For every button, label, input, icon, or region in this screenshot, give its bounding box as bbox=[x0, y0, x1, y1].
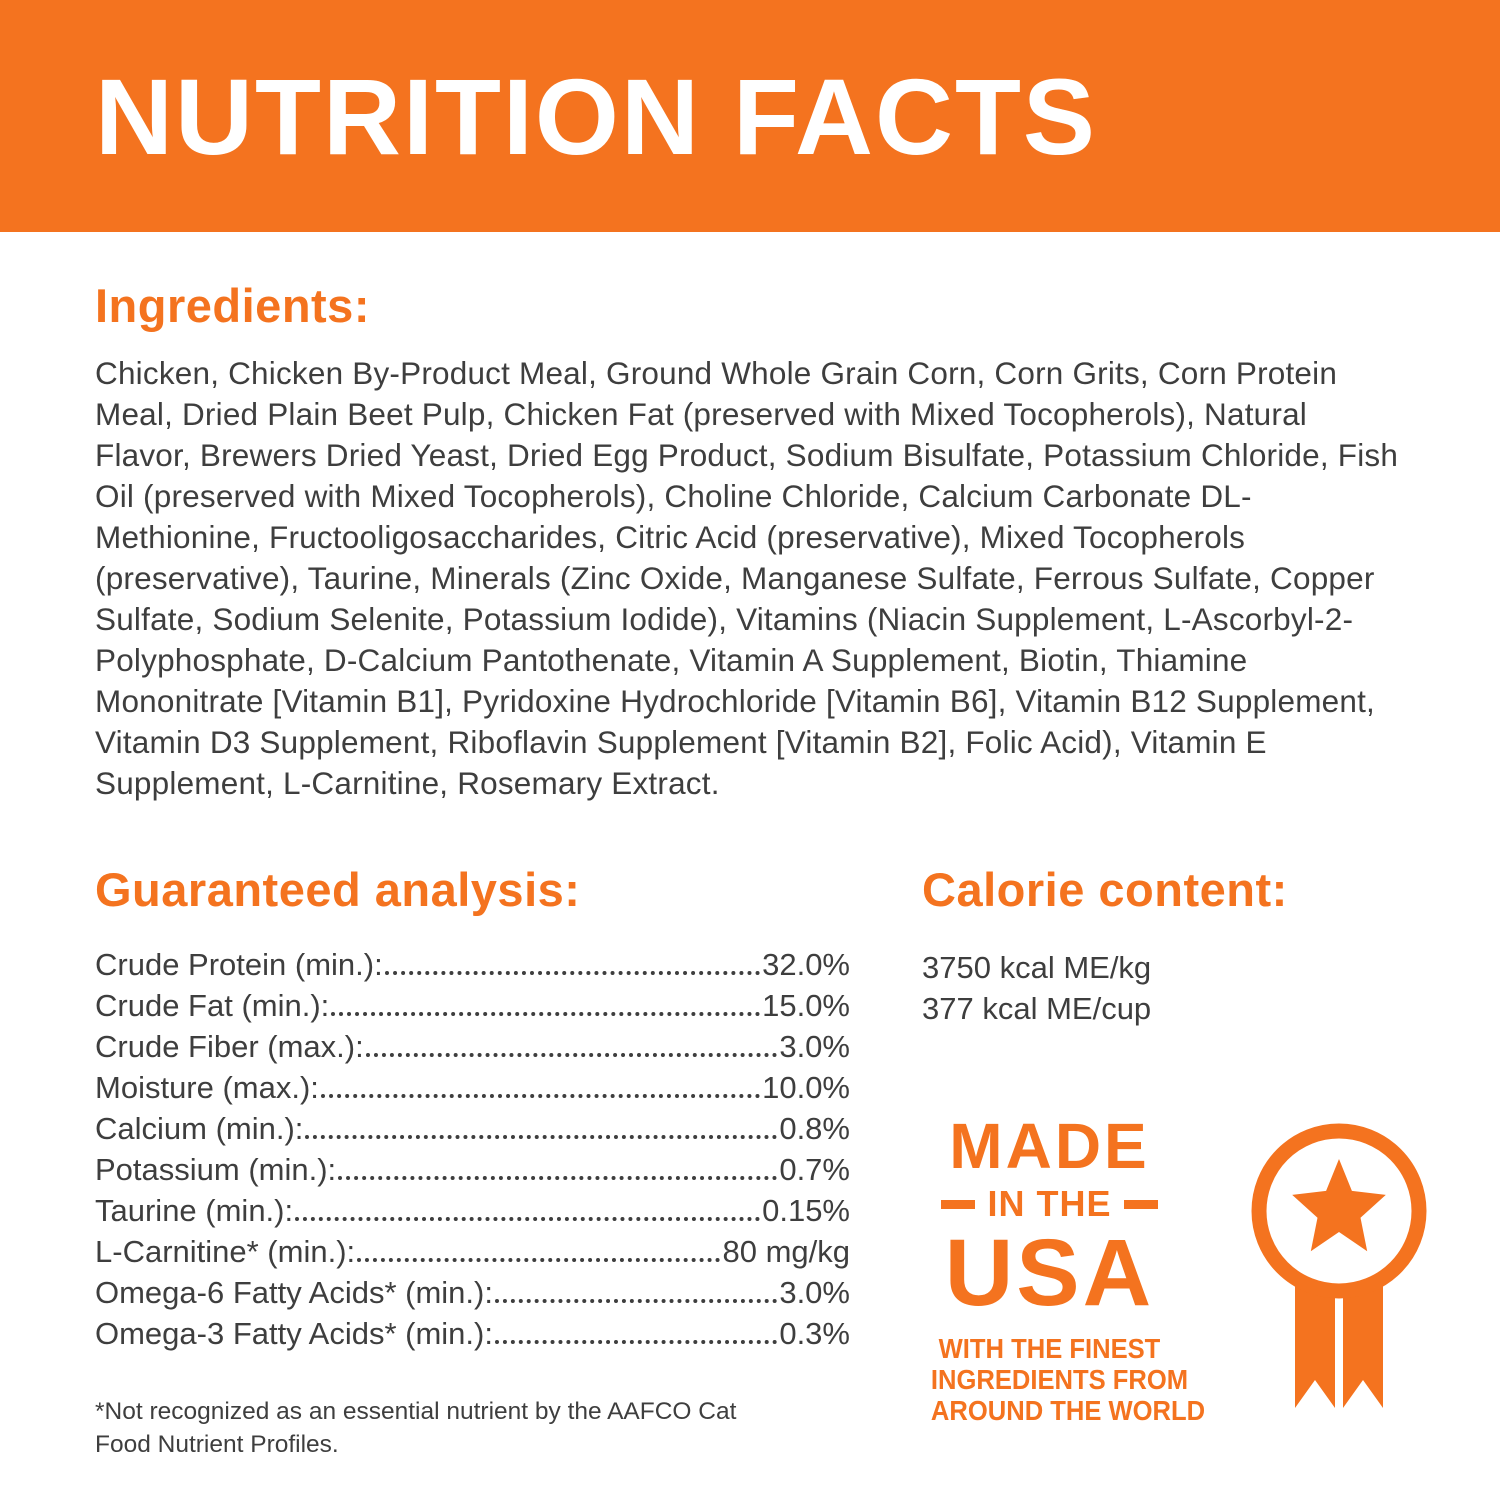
guaranteed-analysis-section: Guaranteed analysis: Crude Protein (min.… bbox=[95, 862, 850, 1486]
award-ribbon-icon bbox=[1239, 1116, 1439, 1429]
analysis-row-value: 32.0% bbox=[762, 947, 850, 982]
lower-columns: Guaranteed analysis: Crude Protein (min.… bbox=[95, 862, 1427, 1486]
analysis-row-value: 80 mg/kg bbox=[722, 1234, 850, 1269]
analysis-row-label: Taurine (min.): bbox=[95, 1193, 294, 1228]
ingredients-section: Ingredients: Chicken, Chicken By-Product… bbox=[95, 278, 1405, 804]
analysis-row: Omega-6 Fatty Acids* (min.): 3.0% bbox=[95, 1275, 850, 1316]
title-banner: NUTRITION FACTS bbox=[0, 0, 1500, 232]
calorie-lines: 3750 kcal ME/kg 377 kcal ME/cup bbox=[922, 947, 1439, 1029]
leader-dots bbox=[494, 1340, 778, 1344]
ingredients-text: Chicken, Chicken By-Product Meal, Ground… bbox=[95, 355, 1399, 801]
page-title: NUTRITION FACTS bbox=[95, 55, 1097, 177]
dash-right bbox=[1123, 1199, 1158, 1209]
star-icon bbox=[1292, 1159, 1386, 1252]
leader-dots bbox=[494, 1299, 778, 1303]
award-ribbon-svg bbox=[1251, 1123, 1427, 1408]
calories-heading: Calorie content: bbox=[922, 863, 1288, 916]
leader-dots bbox=[338, 1176, 778, 1180]
analysis-row-value: 0.7% bbox=[779, 1152, 850, 1187]
made-in-usa-badge: MADE IN THE USA WITH THE FINEST INGREDIE… bbox=[922, 1114, 1439, 1429]
analysis-row-label: Moisture (max.): bbox=[95, 1070, 319, 1105]
analysis-row-value: 3.0% bbox=[779, 1029, 850, 1064]
badge-made-label: MADE bbox=[949, 1110, 1150, 1182]
analysis-row-label: Crude Fiber (max.): bbox=[95, 1029, 364, 1064]
analysis-row-label: Potassium (min.): bbox=[95, 1152, 337, 1187]
leader-dots bbox=[365, 1053, 778, 1057]
analysis-row-label: Crude Fat (min.): bbox=[95, 988, 330, 1023]
analysis-row: Calcium (min.): 0.8% bbox=[95, 1111, 850, 1152]
leader-dots bbox=[320, 1094, 761, 1098]
leader-dots bbox=[295, 1217, 761, 1221]
dash-left bbox=[941, 1199, 976, 1209]
leader-dots bbox=[357, 1258, 721, 1262]
analysis-row-label: Omega-6 Fatty Acids* (min.): bbox=[95, 1275, 493, 1310]
ribbon-tail-left bbox=[1295, 1266, 1335, 1408]
leader-dots bbox=[305, 1135, 778, 1139]
analysis-row: Potassium (min.): 0.7% bbox=[95, 1152, 850, 1193]
badge-subline-3: AROUND THE WORLD bbox=[930, 1395, 1206, 1426]
analysis-row-value: 0.15% bbox=[762, 1193, 850, 1228]
analysis-row: Taurine (min.): 0.15% bbox=[95, 1193, 850, 1234]
ribbon-tail-right bbox=[1343, 1266, 1383, 1408]
analysis-row: Moisture (max.): 10.0% bbox=[95, 1070, 850, 1111]
analysis-row-value: 10.0% bbox=[762, 1070, 850, 1105]
calorie-line-cup: 377 kcal ME/cup bbox=[922, 991, 1152, 1026]
analysis-row-label: Calcium (min.): bbox=[95, 1111, 304, 1146]
analysis-row-value: 0.3% bbox=[779, 1316, 850, 1351]
analysis-heading: Guaranteed analysis: bbox=[95, 863, 581, 916]
calorie-content-section: Calorie content: 3750 kcal ME/kg 377 kca… bbox=[922, 862, 1439, 1486]
calorie-line-kg: 3750 kcal ME/kg bbox=[922, 950, 1152, 985]
leader-dots bbox=[331, 1012, 761, 1016]
badge-in-the-label: IN THE bbox=[987, 1183, 1112, 1224]
badge-usa-label: USA bbox=[944, 1220, 1155, 1326]
badge-subline-1: WITH THE FINEST bbox=[938, 1333, 1161, 1364]
analysis-row-label: Crude Protein (min.): bbox=[95, 947, 383, 982]
analysis-row: Crude Fiber (max.): 3.0% bbox=[95, 1029, 850, 1070]
label-content: Ingredients: Chicken, Chicken By-Product… bbox=[0, 278, 1500, 1486]
analysis-list: Crude Protein (min.): 32.0% Crude Fat (m… bbox=[95, 947, 850, 1357]
badge-in-the-row: IN THE bbox=[922, 1186, 1177, 1222]
leader-dots bbox=[384, 971, 761, 975]
analysis-row: Omega-3 Fatty Acids* (min.): 0.3% bbox=[95, 1316, 850, 1357]
analysis-row: Crude Fat (min.): 15.0% bbox=[95, 988, 850, 1029]
made-in-usa-text: MADE IN THE USA WITH THE FINEST INGREDIE… bbox=[922, 1110, 1206, 1426]
badge-sublines: WITH THE FINEST INGREDIENTS FROM AROUND … bbox=[922, 1333, 1206, 1426]
analysis-footnote: *Not recognized as an essential nutrient… bbox=[95, 1398, 737, 1458]
badge-subline-2: INGREDIENTS FROM bbox=[930, 1364, 1189, 1395]
analysis-row: L-Carnitine* (min.): 80 mg/kg bbox=[95, 1234, 850, 1275]
analysis-row-label: L-Carnitine* (min.): bbox=[95, 1234, 356, 1269]
analysis-row-value: 15.0% bbox=[762, 988, 850, 1023]
analysis-row-value: 3.0% bbox=[779, 1275, 850, 1310]
ingredients-heading: Ingredients: bbox=[95, 279, 370, 332]
analysis-row-label: Omega-3 Fatty Acids* (min.): bbox=[95, 1316, 493, 1351]
analysis-row-value: 0.8% bbox=[779, 1111, 850, 1146]
analysis-row: Crude Protein (min.): 32.0% bbox=[95, 947, 850, 988]
